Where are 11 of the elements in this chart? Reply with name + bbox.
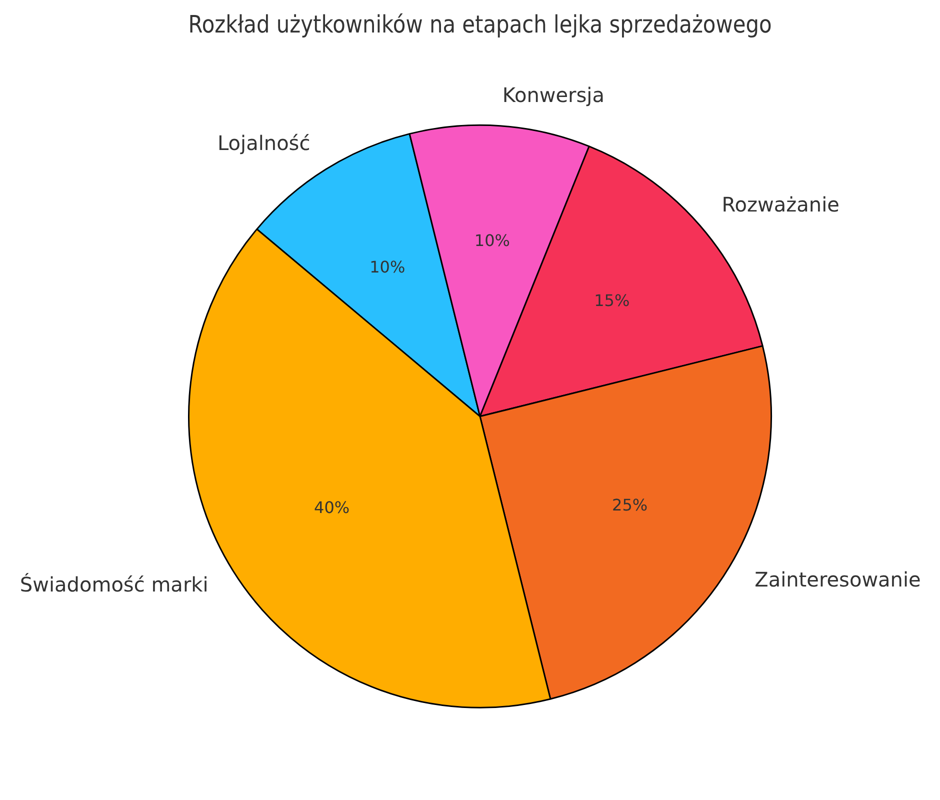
slice-label: Zainteresowanie [754,568,921,592]
slice-label: Konwersja [502,83,605,108]
data-label: 10% [370,257,406,276]
slice-label: Rozważanie [722,192,840,216]
slice-label: Świadomość marki [20,572,208,596]
data-label: 25% [612,496,648,515]
data-label: 10% [474,231,510,250]
slice-label: Lojalność [217,130,310,155]
data-label: 40% [314,498,350,518]
data-label: 15% [594,290,630,310]
chart-title: Rozkład użytkowników na etapach lejka sprzedażowego [188,11,772,40]
